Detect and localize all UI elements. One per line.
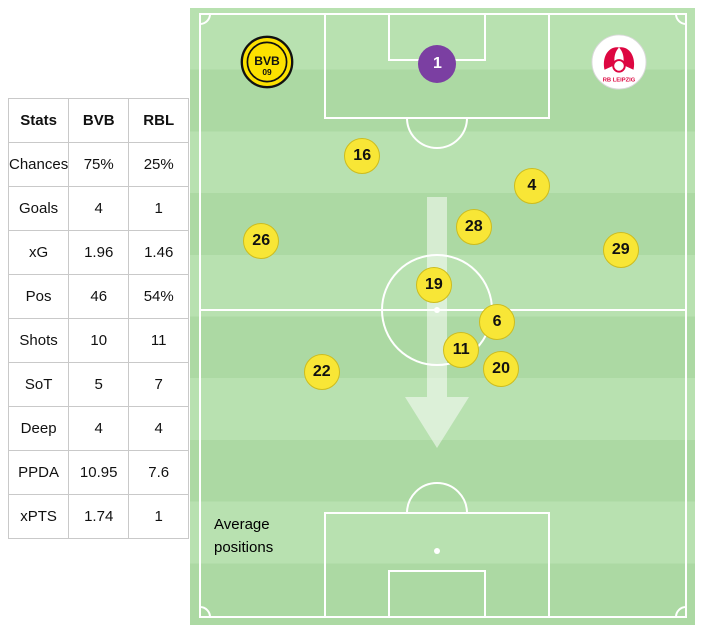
stat-label: PPDA <box>7 450 70 495</box>
home-value: 4 <box>68 186 130 231</box>
stat-label: Chances <box>7 142 70 187</box>
player-marker-6: 6 <box>479 304 516 341</box>
away-value: 1 <box>128 186 190 231</box>
player-marker-1: 1 <box>418 44 457 83</box>
stats-header-row: Stats BVB RBL <box>7 98 190 143</box>
stats-row-deep: Deep 4 4 <box>7 406 190 451</box>
stats-row-shots: Shots 10 11 <box>7 318 190 363</box>
player-marker-22: 22 <box>303 354 340 391</box>
player-marker-16: 16 <box>344 138 381 175</box>
player-marker-20: 20 <box>483 350 520 387</box>
stat-label: Shots <box>7 318 70 363</box>
pitch: BVB 09 RB LEIPZIG 1 16 4 28 26 29 19 6 11 20 22 Av… <box>190 8 695 625</box>
rbl-bull-left <box>603 47 619 70</box>
stat-label: Deep <box>7 406 70 451</box>
home-value: 1.96 <box>68 230 130 275</box>
home-team-header: BVB <box>68 98 130 143</box>
bvb-logo: BVB 09 <box>240 35 294 89</box>
home-value: 75% <box>68 142 130 187</box>
away-value: 7.6 <box>128 450 190 495</box>
pitch-caption: Average positions <box>214 516 274 557</box>
stat-label: xPTS <box>7 494 70 539</box>
stats-column-header: Stats <box>7 98 70 143</box>
stats-row-goals: Goals 4 1 <box>7 186 190 231</box>
stats-row-ppda: PPDA 10.95 7.6 <box>7 450 190 495</box>
rbl-logo: RB LEIPZIG <box>591 34 647 90</box>
away-value: 7 <box>128 362 190 407</box>
bvb-logo-year: 09 <box>262 67 272 77</box>
away-value: 1 <box>128 494 190 539</box>
home-value: 4 <box>68 406 130 451</box>
stat-label: SoT <box>7 362 70 407</box>
player-marker-28: 28 <box>455 209 492 246</box>
home-value: 46 <box>68 274 130 319</box>
bvb-logo-text: BVB <box>254 54 280 68</box>
rbl-logo-text: RB LEIPZIG <box>603 77 636 83</box>
away-value: 25% <box>128 142 190 187</box>
stat-label: Pos <box>7 274 70 319</box>
rbl-ball <box>612 59 626 73</box>
stat-label: Goals <box>7 186 70 231</box>
away-value: 1.46 <box>128 230 190 275</box>
stats-row-sot: SoT 5 7 <box>7 362 190 407</box>
player-marker-4: 4 <box>513 167 550 204</box>
player-marker-19: 19 <box>415 267 452 304</box>
stats-row-xg: xG 1.96 1.46 <box>7 230 190 275</box>
pitch-markings <box>199 13 687 618</box>
stats-row-chances: Chances 75% 25% <box>7 142 190 187</box>
stats-row-pos: Pos 46 54% <box>7 274 190 319</box>
home-value: 1.74 <box>68 494 130 539</box>
stats-row-xpts: xPTS 1.74 1 <box>7 494 190 539</box>
player-marker-11: 11 <box>443 331 480 368</box>
attack-direction-arrow <box>405 197 469 448</box>
stat-label: xG <box>7 230 70 275</box>
stats-table: Stats BVB RBL Chances 75% 25% Goals 4 1 xG 1.96 1.4… <box>7 98 190 539</box>
away-value: 54% <box>128 274 190 319</box>
home-value: 10 <box>68 318 130 363</box>
home-value: 10.95 <box>68 450 130 495</box>
player-marker-29: 29 <box>602 231 639 268</box>
rbl-bull-right <box>619 47 635 70</box>
away-value: 11 <box>128 318 190 363</box>
away-team-header: RBL <box>128 98 190 143</box>
home-value: 5 <box>68 362 130 407</box>
player-marker-26: 26 <box>243 223 280 260</box>
away-value: 4 <box>128 406 190 451</box>
